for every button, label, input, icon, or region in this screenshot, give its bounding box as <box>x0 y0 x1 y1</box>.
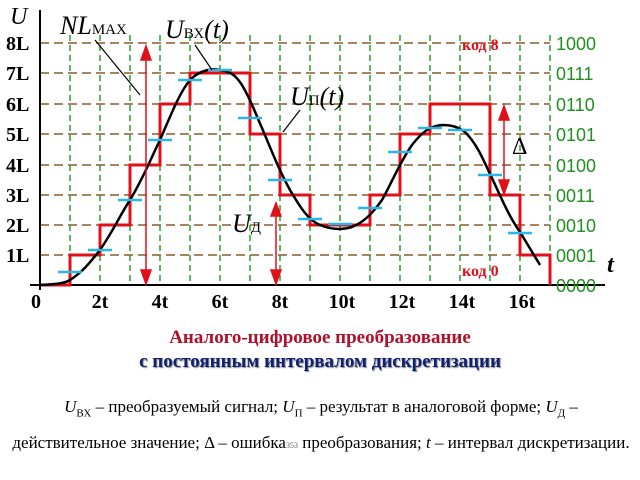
title: Аналого-цифровое преобразование с постоя… <box>0 326 640 374</box>
caption-text: – действительное значение; Δ – ошибка <box>12 397 578 453</box>
level-label: 7L <box>6 63 29 85</box>
time-label: 8t <box>272 291 289 313</box>
caption-text: – интервал дискретизации. <box>430 433 630 453</box>
time-labels: 0 2t 4t 6t 8t 10t 12t 14t 16t <box>31 291 536 313</box>
code-label: 1000 <box>556 34 596 54</box>
level-label: 2L <box>6 215 29 237</box>
level-label: 3L <box>6 185 29 207</box>
time-label: 0 <box>31 291 41 313</box>
time-label: 16t <box>509 291 536 313</box>
code-label: 0100 <box>556 156 596 176</box>
caption: UВХ – преобразуемый сигнал; UП – результ… <box>10 392 632 461</box>
code-label: 0101 <box>556 125 596 145</box>
level-label: 4L <box>6 155 29 177</box>
code-label: 0110 <box>556 95 595 115</box>
quantized-signal <box>40 71 552 287</box>
code-label: 0001 <box>556 246 596 266</box>
level-label: 6L <box>6 94 29 116</box>
code-max-label: код 8 <box>462 37 499 54</box>
time-label: 12t <box>389 291 416 313</box>
caption-symbol: U <box>282 397 295 416</box>
code-label: 0011 <box>556 186 595 206</box>
code-labels: 1000 0111 0110 0101 0100 0011 0010 0001 … <box>556 34 596 296</box>
caption-text: – преобразуемый сигнал; <box>91 397 283 416</box>
delta-label: Δ <box>512 134 527 160</box>
nl-max-label: NLMAX <box>59 11 127 40</box>
actual-label: UД <box>232 209 261 238</box>
input-label: UВХ(t) <box>165 15 229 44</box>
sample-lines <box>69 35 551 285</box>
y-axis-label: U <box>10 4 29 30</box>
code-label: 0000 <box>556 276 596 296</box>
code-label: 0111 <box>556 64 593 84</box>
time-label: 4t <box>152 291 169 313</box>
level-labels: 8L 7L 6L 5L 4L 3L 2L 1L <box>6 33 29 267</box>
caption-text: преобразования; <box>297 433 427 453</box>
caption-symbol: t <box>426 433 431 453</box>
title-line: Аналого-цифровое преобразование <box>169 327 471 348</box>
time-label: 10t <box>329 291 356 313</box>
output-label: UП(t) <box>290 82 344 111</box>
caption-sub: П <box>294 407 303 420</box>
caption-sub: Д <box>557 407 566 420</box>
caption-symbol: U <box>64 397 77 416</box>
time-label: 2t <box>92 291 109 313</box>
level-label: 8L <box>6 33 29 55</box>
time-label: 6t <box>212 291 229 313</box>
level-label: 5L <box>6 124 29 146</box>
caption-text: – результат в аналоговой форме; <box>302 397 546 416</box>
page-number: 353 <box>285 441 298 451</box>
x-axis-label: t <box>607 252 615 278</box>
code-label: 0010 <box>556 216 596 236</box>
caption-sub: ВХ <box>76 407 92 420</box>
arrows <box>139 43 511 287</box>
samples <box>58 68 532 274</box>
code-min-label: код 0 <box>462 263 499 280</box>
callouts <box>94 39 301 133</box>
level-label: 1L <box>6 245 29 267</box>
time-label: 14t <box>449 291 476 313</box>
title-line: с постоянным интервалом дискретизации <box>139 351 501 372</box>
caption-symbol: U <box>545 397 558 416</box>
diagram: U t NLMAX UВХ(t) UП(t) UД Δ код 8 код 0 … <box>6 4 615 313</box>
